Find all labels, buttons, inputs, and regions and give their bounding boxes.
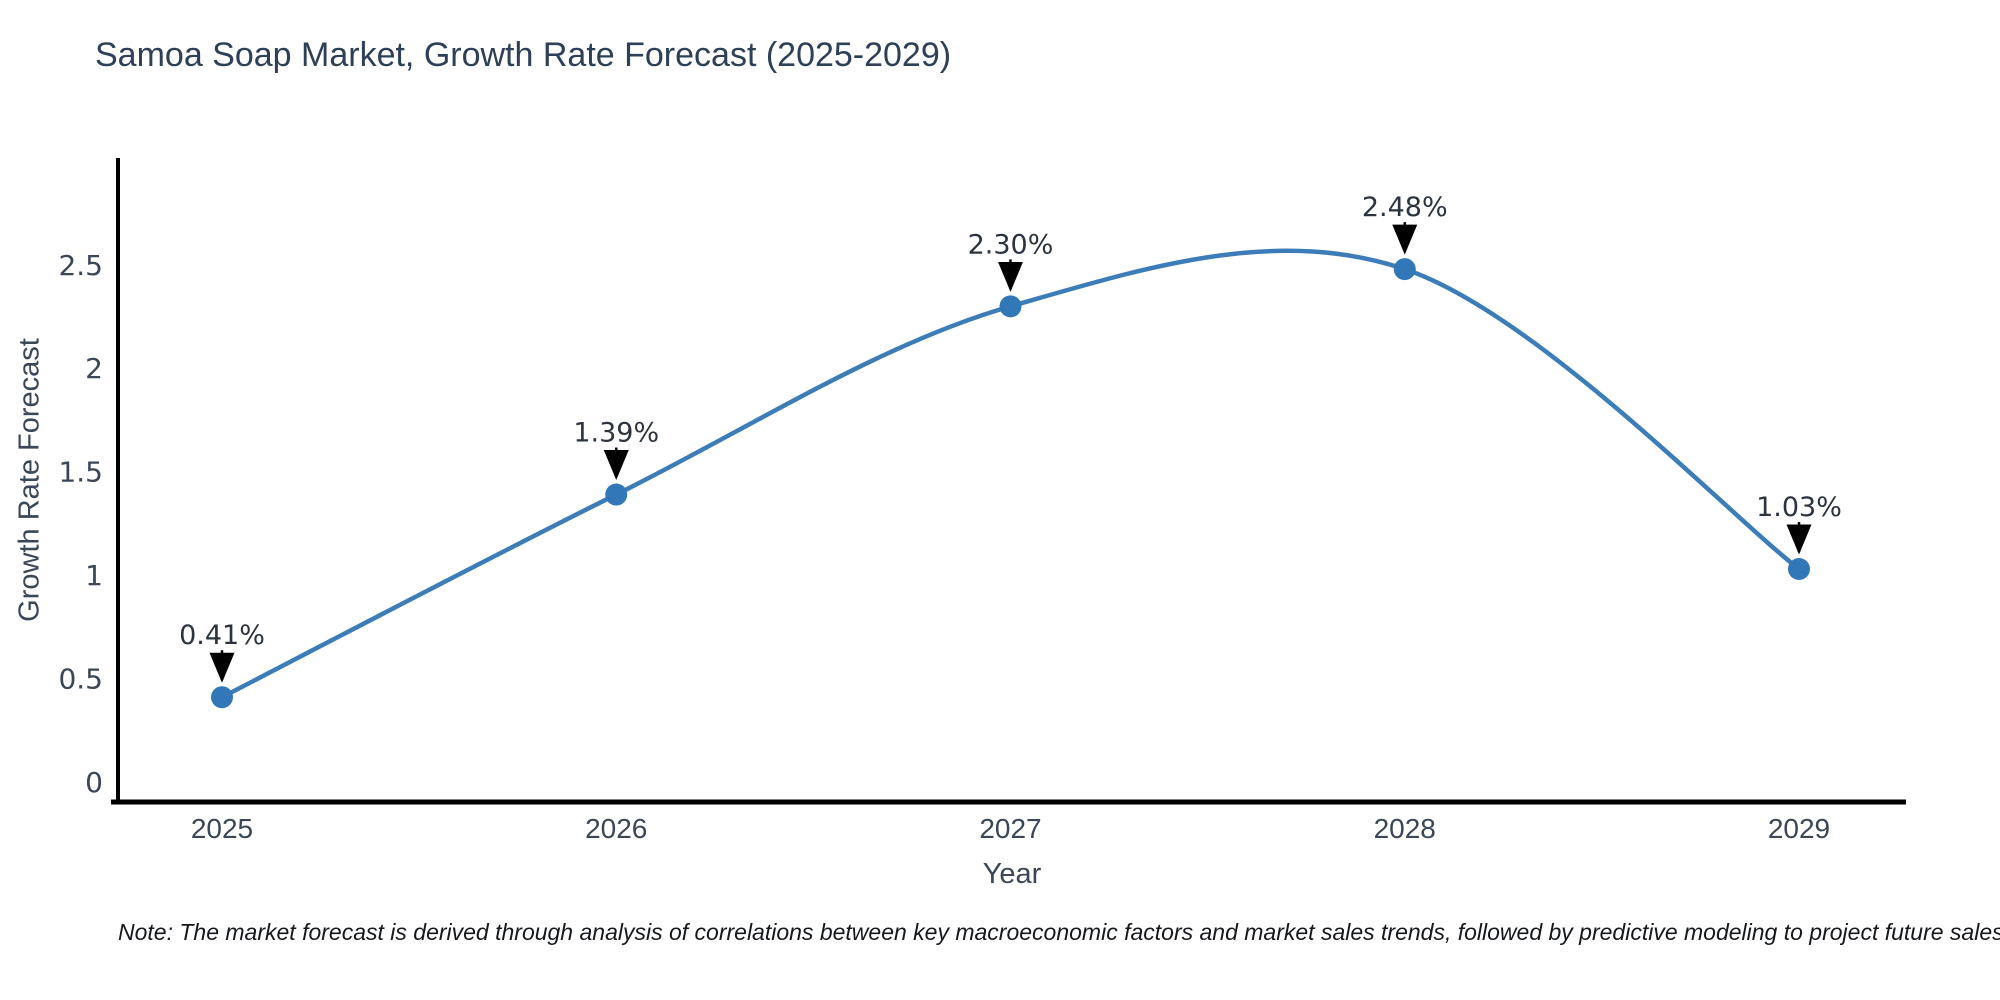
data-point-marker bbox=[1788, 557, 1810, 580]
x-tick-label: 2026 bbox=[585, 813, 647, 844]
y-axis-title: Growth Rate Forecast bbox=[13, 338, 46, 622]
annotation-label: 2.48% bbox=[1362, 192, 1448, 223]
y-tick-label: 0.5 bbox=[58, 662, 103, 695]
y-tick-label: 2 bbox=[85, 352, 103, 385]
annotation-label: 1.03% bbox=[1756, 492, 1842, 523]
x-tick-label: 2025 bbox=[191, 813, 253, 844]
annotation-label: 0.41% bbox=[179, 620, 265, 651]
data-point-marker bbox=[605, 483, 628, 506]
chart-title: Samoa Soap Market, Growth Rate Forecast … bbox=[95, 36, 952, 74]
trend-line bbox=[220, 248, 1801, 700]
y-tick-label: 1.5 bbox=[58, 456, 103, 489]
y-tick-label: 1 bbox=[85, 559, 103, 592]
x-axis-title: Year bbox=[982, 858, 1042, 890]
y-tick-label: 0 bbox=[85, 766, 103, 799]
x-tick-label: 2028 bbox=[1374, 813, 1436, 844]
x-tick-label: 2029 bbox=[1768, 813, 1830, 844]
data-point-marker bbox=[211, 686, 233, 709]
x-tick-label: 2027 bbox=[979, 813, 1041, 844]
data-point-marker bbox=[1393, 258, 1416, 281]
y-tick-label: 2.5 bbox=[58, 249, 103, 282]
annotation-label: 2.30% bbox=[968, 229, 1054, 260]
footnote: Note: The market forecast is derived thr… bbox=[118, 919, 2000, 945]
data-point-marker bbox=[999, 295, 1022, 318]
annotation-label: 1.39% bbox=[573, 418, 659, 449]
